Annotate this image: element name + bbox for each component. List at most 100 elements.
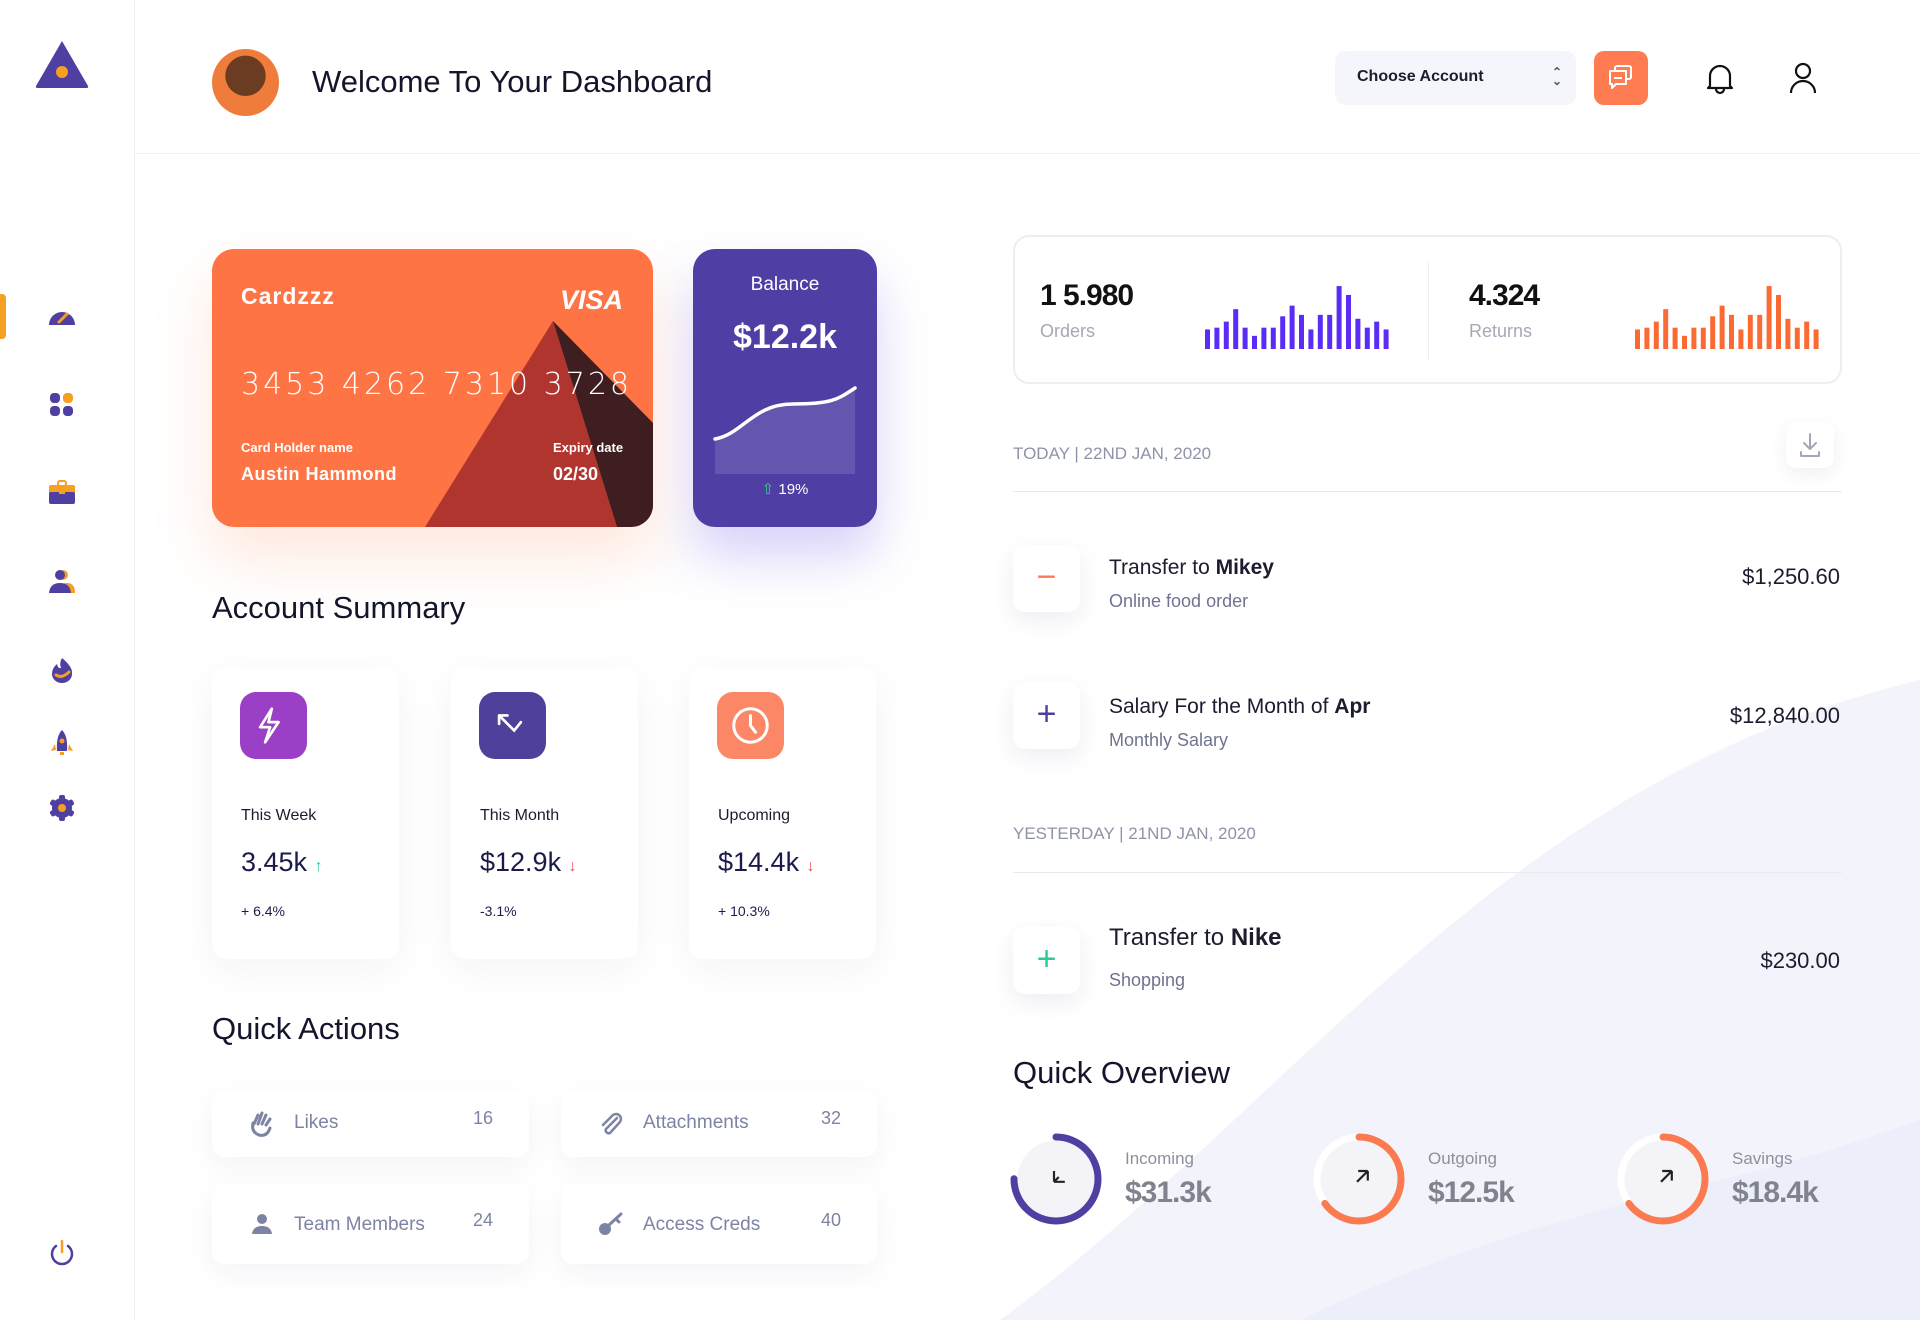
- summary-card[interactable]: This Week 3.45k ↑ + 6.4%: [212, 667, 399, 959]
- quick-action-label: Attachments: [643, 1112, 749, 1133]
- transaction-amount: $230.00: [1760, 948, 1840, 973]
- date-header-today: TODAY | 22ND JAN, 2020: [1013, 444, 1212, 463]
- summary-card[interactable]: Upcoming $14.4k ↓ + 10.3%: [689, 667, 876, 959]
- bar: [1289, 305, 1295, 349]
- arrow-down-left-icon: [1052, 1171, 1065, 1183]
- transaction-title[interactable]: Salary For the Month of Apr: [1109, 695, 1371, 718]
- quick-action-access-creds[interactable]: Access Creds 40: [561, 1184, 877, 1264]
- trend-down-icon: ↓: [806, 858, 815, 875]
- bar: [1205, 329, 1210, 349]
- account-summary-title: Account Summary: [212, 590, 466, 625]
- quick-action-attachments[interactable]: Attachments 32: [561, 1090, 877, 1157]
- bar: [1364, 327, 1370, 349]
- bar: [1374, 321, 1380, 349]
- bell-icon[interactable]: [1704, 61, 1736, 95]
- quick-action-count: 16: [472, 1108, 493, 1128]
- balance-card[interactable]: Balance $12.2k ⇧ 19%: [693, 249, 877, 527]
- user-icon[interactable]: [1788, 61, 1818, 95]
- power-icon[interactable]: [47, 1238, 77, 1268]
- person-icon: [252, 1214, 272, 1234]
- expiry-date: 02/30: [553, 464, 599, 484]
- apps-icon[interactable]: [47, 390, 77, 420]
- transaction-subtitle: Monthly Salary: [1109, 730, 1229, 750]
- summary-change: + 10.3%: [718, 903, 770, 919]
- progress-ring: [1313, 1133, 1405, 1225]
- orders-value: 1 5.980: [1040, 279, 1134, 312]
- card-holder-name: Austin Hammond: [241, 464, 398, 484]
- quick-action-label: Team Members: [294, 1214, 425, 1235]
- choose-account-select[interactable]: Choose Account ⌃ ⌄: [1335, 51, 1576, 105]
- bar: [1682, 335, 1687, 349]
- overview-label: Outgoing: [1428, 1149, 1497, 1168]
- transaction-title[interactable]: Transfer to Mikey: [1109, 556, 1274, 579]
- quick-action-count: 40: [820, 1210, 841, 1230]
- overview-savings[interactable]: Savings $18.4k: [1613, 1129, 1819, 1234]
- bar: [1223, 321, 1229, 349]
- quick-action-count: 32: [820, 1108, 841, 1128]
- overview-incoming[interactable]: Incoming $31.3k: [1006, 1129, 1212, 1234]
- quick-action-label: Likes: [294, 1112, 339, 1133]
- settings-icon[interactable]: [47, 793, 77, 823]
- messages-button[interactable]: [1594, 51, 1648, 105]
- trend-down-icon: ↓: [568, 858, 577, 875]
- summary-card[interactable]: This Month $12.9k ↓ -3.1%: [451, 667, 638, 959]
- arrow-up-right-icon: [1356, 1169, 1369, 1183]
- bar: [1644, 327, 1650, 349]
- bar: [1242, 327, 1248, 349]
- summary-value: $12.9k ↓: [480, 847, 577, 877]
- returns-bar-chart: [1635, 286, 1819, 349]
- card-number: 3453 4262 7310 3728: [241, 367, 632, 402]
- bar: [1691, 327, 1697, 349]
- arrow-up-right-icon: [1660, 1169, 1673, 1183]
- quick-action-label: Access Creds: [643, 1214, 761, 1235]
- overview-outgoing[interactable]: Outgoing $12.5k: [1309, 1129, 1515, 1234]
- page-title: Welcome To Your Dashboard: [312, 64, 713, 99]
- visa-logo: VISA: [559, 285, 623, 315]
- quick-actions-title: Quick Actions: [212, 1011, 400, 1046]
- download-button[interactable]: [1786, 422, 1834, 468]
- overview-value: $31.3k: [1125, 1176, 1212, 1209]
- transaction-minus-icon: −: [1013, 545, 1080, 612]
- summary-label: Upcoming: [718, 807, 791, 824]
- divider: [1013, 872, 1842, 873]
- header-divider: [135, 153, 1920, 154]
- bar: [1663, 309, 1669, 349]
- balance-change: ⇧ 19%: [761, 481, 809, 498]
- lightning-icon: [240, 692, 307, 759]
- summary-change: -3.1%: [480, 903, 517, 919]
- bar: [1785, 318, 1791, 349]
- chevron-updown-icon: ⌃ ⌄: [1551, 65, 1562, 88]
- bar: [1776, 294, 1781, 349]
- summary-value: 3.45k ↑: [241, 847, 323, 877]
- rocket-icon[interactable]: [47, 728, 77, 758]
- dashboard-icon[interactable]: [47, 301, 77, 331]
- bar: [1214, 327, 1220, 349]
- summary-change: + 6.4%: [241, 903, 285, 919]
- quick-action-likes[interactable]: Likes 16: [212, 1090, 529, 1157]
- bar: [1653, 321, 1659, 349]
- bar: [1700, 327, 1706, 349]
- bar: [1299, 314, 1304, 349]
- credit-card[interactable]: Cardzzz VISA 3453 4262 7310 3728 Card Ho…: [212, 249, 653, 527]
- trend-up-icon: ↑: [314, 858, 323, 875]
- returns-value: 4.324: [1469, 279, 1540, 312]
- paperclip-icon: [601, 1112, 623, 1135]
- briefcase-icon[interactable]: [47, 478, 77, 508]
- users-icon[interactable]: [47, 567, 77, 597]
- returns-label: Returns: [1469, 321, 1533, 341]
- avatar[interactable]: [212, 49, 279, 116]
- transaction-title[interactable]: Transfer to Nike: [1109, 924, 1282, 951]
- logo-icon[interactable]: [33, 38, 91, 90]
- bar: [1804, 321, 1810, 349]
- summary-value: $14.4k ↓: [718, 847, 815, 877]
- fire-icon[interactable]: [47, 655, 77, 685]
- transaction-amount: $12,840.00: [1729, 703, 1840, 728]
- expiry-label: Expiry date: [553, 440, 624, 455]
- arrow-diagonal-icon: [479, 692, 546, 759]
- orders-bar-chart: [1205, 286, 1389, 349]
- quick-action-team-members[interactable]: Team Members 24: [212, 1184, 529, 1264]
- clock-icon: [717, 692, 784, 759]
- bar: [1710, 316, 1716, 349]
- transaction-subtitle: Online food order: [1109, 591, 1249, 611]
- hand-wave-icon: [251, 1111, 272, 1137]
